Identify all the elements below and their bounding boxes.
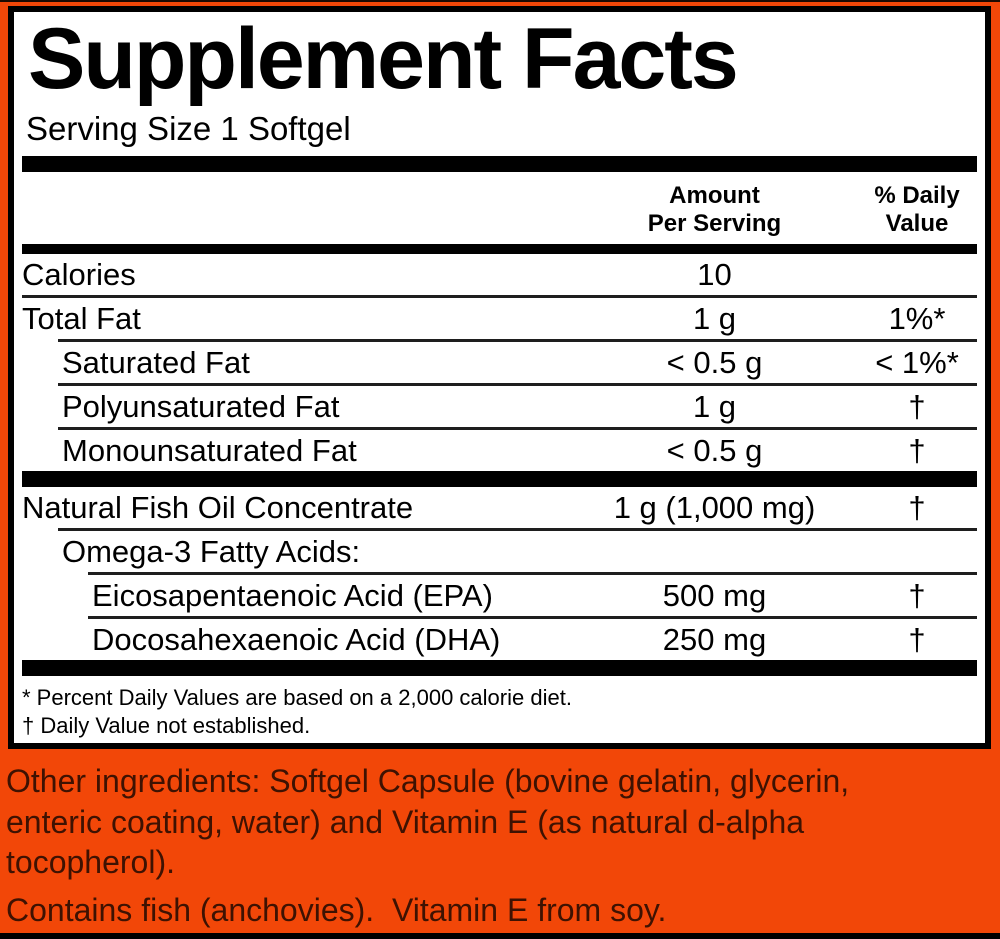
row-divider-line (22, 295, 977, 299)
header-amount-line2: Per Serving (647, 210, 782, 238)
table-header: Amount Per Serving % Daily Value (22, 172, 977, 244)
header-dv-line2: Value (885, 210, 949, 238)
nutrient-label: Monounsaturated Fat (62, 432, 357, 468)
row-divider-line (58, 427, 977, 431)
table-row: Calories 10 (22, 254, 977, 295)
table-row: Polyunsaturated Fat 1 g † (22, 386, 977, 427)
header-amount-line1: Amount (669, 181, 760, 209)
percent-daily-value: 1%* (888, 300, 946, 336)
amount-per-serving-value: 250 mg (662, 621, 767, 657)
row-divider-line (58, 528, 977, 532)
amount-per-serving-value: 10 (697, 256, 732, 292)
header-percent-daily-value: % Daily Value (857, 182, 977, 238)
amount-per-serving-value: 1 g (692, 388, 737, 424)
table-row: Saturated Fat < 0.5 g < 1%* (22, 342, 977, 383)
nutrient-label: Eicosapentaenoic Acid (EPA) (92, 577, 493, 613)
footnote-daily-value-not-established: † Daily Value not established. (22, 712, 311, 738)
header-dv-line1: % Daily (874, 181, 960, 209)
nutrient-rows: Calories 10 Total Fat 1 g 1%* Saturated Fat < … (22, 254, 977, 660)
percent-daily-value: † (908, 577, 926, 613)
amount-per-serving-value: 1 g (692, 300, 737, 336)
amount-per-serving-value: < 0.5 g (666, 432, 763, 468)
row-divider-line (88, 616, 977, 620)
percent-daily-value: † (908, 489, 926, 525)
percent-daily-value: < 1%* (875, 344, 959, 380)
nutrient-label: Calories (22, 256, 136, 292)
table-row: Natural Fish Oil Concentrate 1 g (1,000 m… (22, 487, 977, 528)
percent-daily-value: † (908, 432, 926, 468)
footnote-percent-daily-values: * Percent Daily Values are based on a 2,… (22, 685, 572, 711)
nutrient-label: Saturated Fat (62, 344, 250, 380)
row-divider-line (58, 339, 977, 343)
nutrient-label: Total Fat (22, 300, 141, 336)
percent-daily-value: † (908, 388, 926, 424)
percent-daily-value: † (908, 621, 926, 657)
nutrient-label: Polyunsaturated Fat (62, 388, 340, 424)
amount-per-serving-value: < 0.5 g (666, 344, 763, 380)
nutrient-label: Natural Fish Oil Concentrate (22, 489, 414, 525)
label-top-edge (0, 0, 1000, 2)
nutrient-label: Omega-3 Fatty Acids: (62, 533, 361, 569)
divider-bar-thin (22, 244, 977, 255)
amount-per-serving-value: 1 g (1,000 mg) (613, 489, 816, 525)
panel-title: Supplement Facts (28, 11, 739, 107)
divider-bar-thick (22, 660, 977, 677)
contains-statement-text: Contains fish (anchovies). Vitamin E fro… (6, 892, 667, 928)
divider-bar-thick (22, 155, 977, 172)
footnotes: * Percent Daily Values are based on a 2,… (22, 676, 977, 739)
amount-per-serving-value: 500 mg (662, 577, 767, 613)
table-row: Monounsaturated Fat < 0.5 g † (22, 430, 977, 471)
label-bottom-edge (0, 933, 1000, 939)
supplement-facts-panel: Supplement Facts Serving Size 1 Softgel … (8, 6, 991, 749)
nutrient-label: Docosahexaenoic Acid (DHA) (92, 621, 501, 657)
table-row: Total Fat 1 g 1%* (22, 298, 977, 339)
row-divider-line (58, 383, 977, 387)
other-ingredients-text: Other ingredients: Softgel Capsule (bovi… (6, 763, 850, 881)
row-divider-line (88, 572, 977, 576)
divider-bar-thick (22, 471, 977, 488)
table-row: Docosahexaenoic Acid (DHA) 250 mg † (22, 619, 977, 660)
table-row: Eicosapentaenoic Acid (EPA) 500 mg † (22, 575, 977, 616)
table-row: Omega-3 Fatty Acids: (22, 531, 977, 572)
serving-size: Serving Size 1 Softgel (26, 110, 351, 147)
header-amount-per-serving: Amount Per Serving (572, 182, 857, 238)
